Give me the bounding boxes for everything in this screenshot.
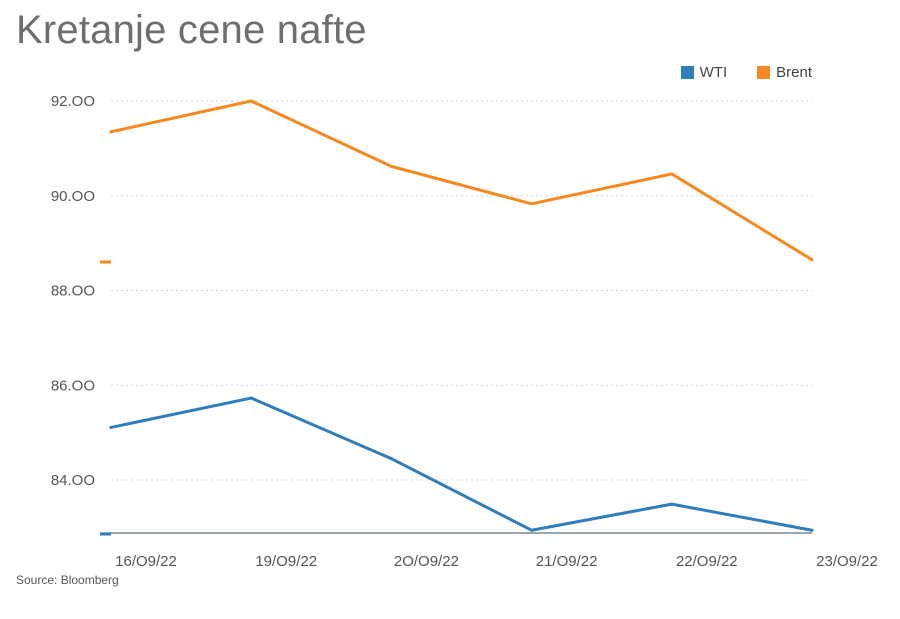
x-tick-label: 2O/O9/22 bbox=[394, 553, 459, 570]
y-tick-label: 84.OO bbox=[51, 472, 95, 489]
legend-item-wti: WTI bbox=[680, 64, 728, 81]
data-point-brent bbox=[109, 130, 113, 134]
data-point-wti bbox=[530, 528, 534, 532]
data-point-wti bbox=[109, 425, 113, 429]
legend-swatch-wti bbox=[680, 66, 694, 79]
x-tick-label: 19/O9/22 bbox=[255, 553, 317, 570]
data-point-brent bbox=[670, 172, 674, 176]
data-point-brent bbox=[530, 202, 534, 206]
data-point-wti bbox=[389, 457, 393, 461]
x-tick-label: 23/O9/22 bbox=[816, 553, 878, 570]
series-line-brent bbox=[109, 99, 814, 262]
x-tick-label: 22/O9/22 bbox=[676, 553, 738, 570]
legend-item-brent: Brent bbox=[757, 64, 812, 81]
legend-swatch-brent bbox=[757, 66, 771, 79]
x-tick-label: 16/O9/22 bbox=[115, 553, 177, 570]
y-tick-label: 90.OO bbox=[51, 188, 95, 205]
data-point-wti bbox=[249, 396, 253, 400]
data-point-brent bbox=[249, 99, 253, 103]
y-tick-label: 88.OO bbox=[51, 283, 95, 300]
x-tick-label: 21/O9/22 bbox=[536, 553, 598, 570]
source-note: Source: Bloomberg bbox=[16, 573, 119, 587]
legend-label-wti: WTI bbox=[699, 64, 728, 81]
y-tick-label: 92.OO bbox=[51, 93, 95, 110]
data-point-wti bbox=[670, 502, 674, 506]
data-point-brent bbox=[810, 258, 814, 262]
chart-title: Kretanje cene nafte bbox=[16, 8, 367, 52]
series-line-wti bbox=[109, 396, 814, 532]
legend-label-brent: Brent bbox=[776, 64, 812, 81]
data-point-brent bbox=[389, 164, 393, 168]
data-point-wti bbox=[810, 528, 814, 532]
chart-legend: WTI Brent bbox=[680, 64, 812, 81]
y-tick-label: 86.OO bbox=[51, 377, 95, 394]
